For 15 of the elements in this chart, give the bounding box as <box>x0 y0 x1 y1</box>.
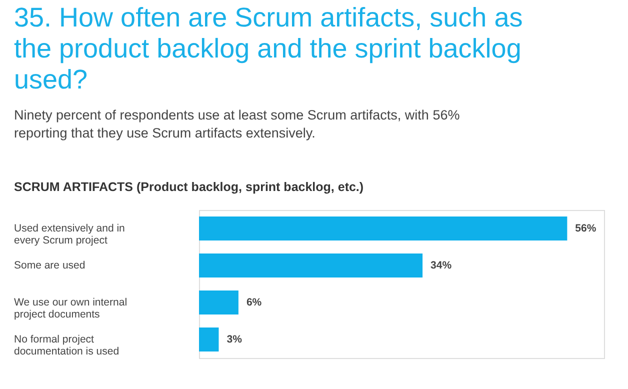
bar <box>199 216 568 240</box>
data-label: 34% <box>430 260 452 272</box>
bar <box>199 328 219 352</box>
data-label: 3% <box>226 334 243 346</box>
bar <box>199 290 238 314</box>
y-tick-label: Used extensively and in every Scrum project <box>14 222 126 246</box>
data-label: 56% <box>575 222 597 234</box>
chart-subtitle: Ninety percent of respondents use at least some Scrum artifacts, with 56% reporting that they use Scrum artifacts extensively. <box>14 108 460 140</box>
bar <box>199 254 423 278</box>
y-tick-label: Some are used <box>14 260 86 272</box>
y-tick-label: No formal project documentation is used <box>14 334 120 358</box>
y-tick-label: We use our own internal project documents <box>14 296 128 320</box>
text: SCRUM ARTIFACTS (Product backlog, sprint backlog, etc.) <box>14 180 364 194</box>
chart-title: 35. How often are Scrum artifacts, such as the product backlog and the sprint backlog used? <box>14 2 523 94</box>
data-label: 6% <box>246 296 262 308</box>
